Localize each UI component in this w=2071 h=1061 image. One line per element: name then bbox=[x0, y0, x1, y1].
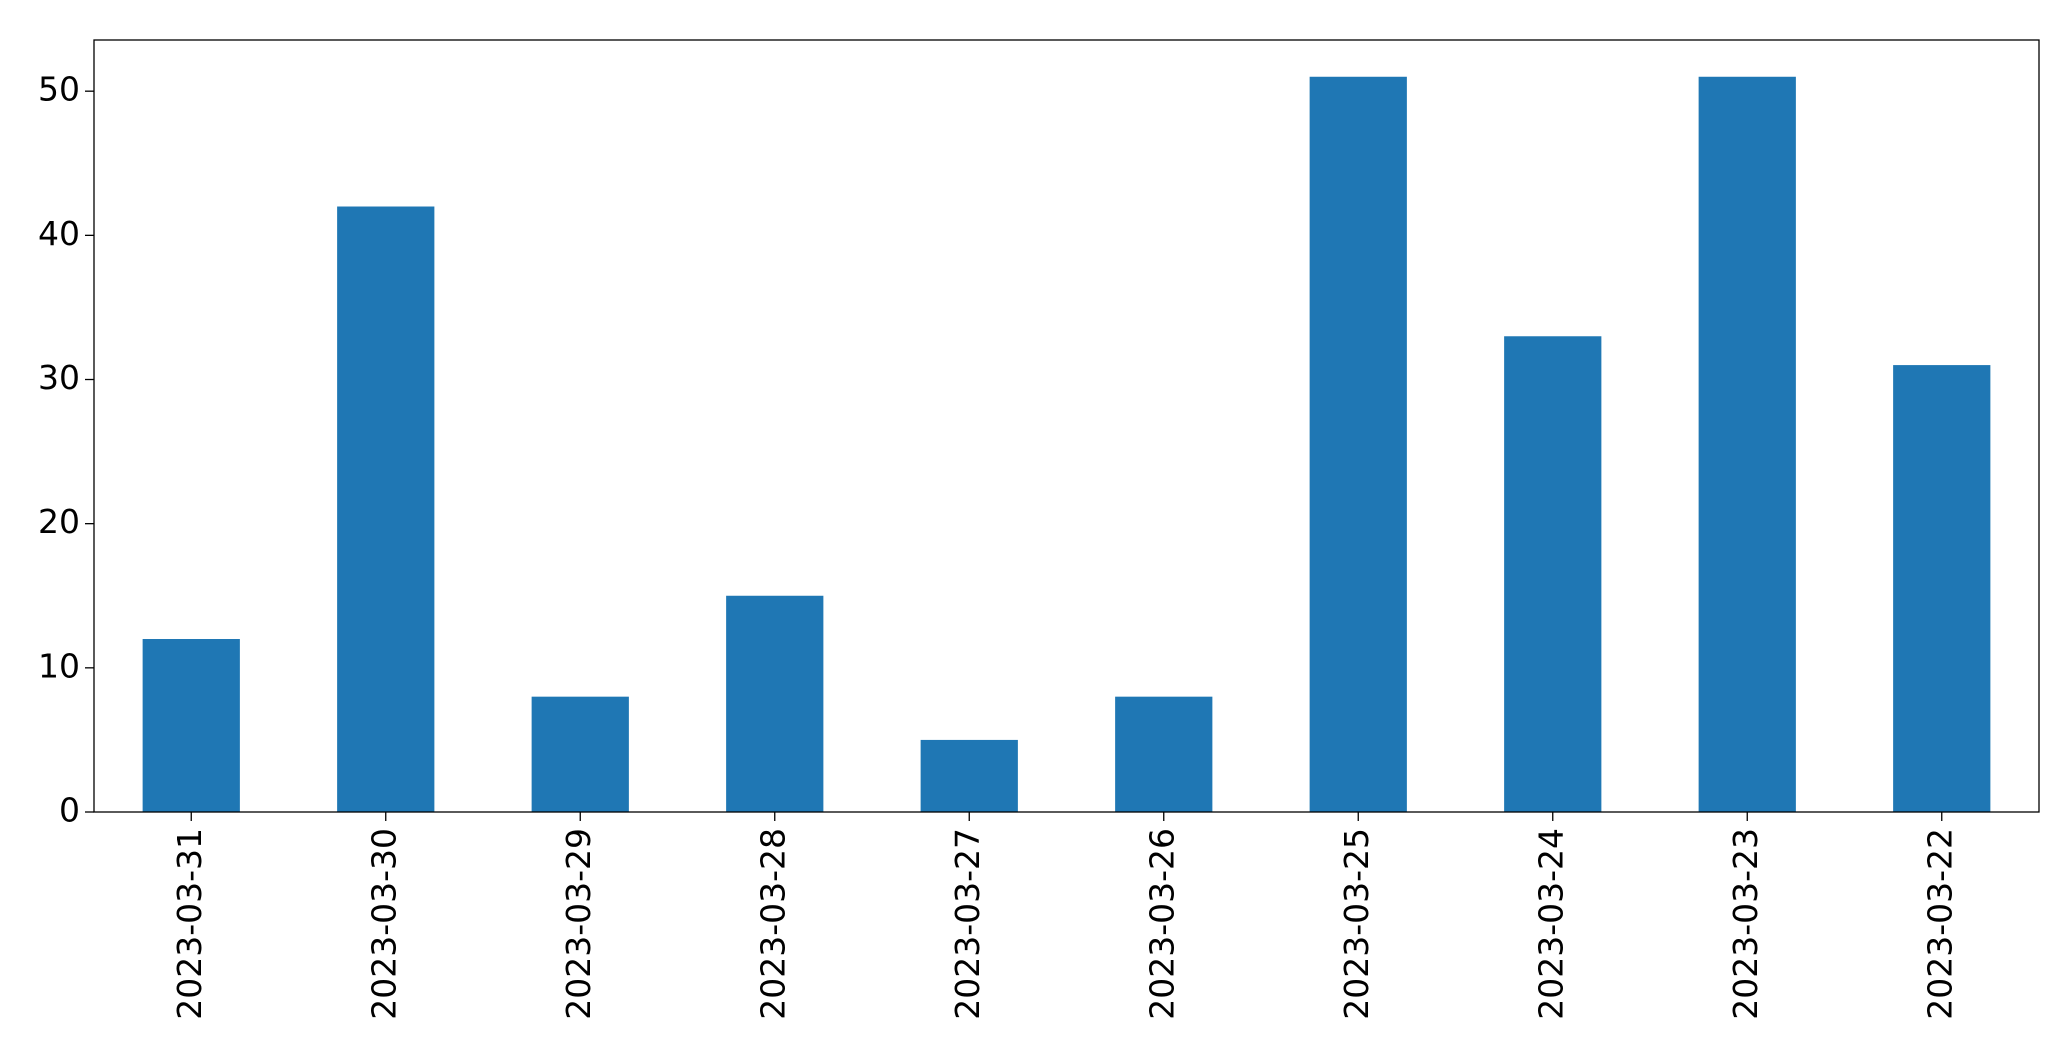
y-tick-label: 20 bbox=[38, 502, 80, 541]
y-tick-label: 30 bbox=[38, 358, 80, 397]
x-tick-label: 2023-03-22 bbox=[1920, 828, 1959, 1020]
bar bbox=[1504, 336, 1602, 812]
bar bbox=[920, 739, 1018, 812]
bar bbox=[337, 206, 435, 812]
bar bbox=[1115, 696, 1213, 812]
x-tick-label: 2023-03-31 bbox=[170, 828, 209, 1020]
x-tick-label: 2023-03-23 bbox=[1726, 828, 1765, 1020]
x-tick-label: 2023-03-28 bbox=[753, 828, 792, 1020]
y-tick-label: 0 bbox=[59, 791, 80, 830]
x-tick-label: 2023-03-30 bbox=[364, 828, 403, 1020]
x-tick-label: 2023-03-24 bbox=[1531, 828, 1570, 1020]
bar bbox=[142, 639, 240, 812]
bar bbox=[1309, 76, 1407, 812]
x-tick-label: 2023-03-27 bbox=[948, 828, 987, 1020]
x-tick-label: 2023-03-26 bbox=[1142, 828, 1181, 1020]
bar bbox=[1893, 365, 1991, 812]
bar bbox=[726, 595, 824, 812]
y-tick-label: 40 bbox=[38, 214, 80, 253]
bar bbox=[531, 696, 629, 812]
x-tick-label: 2023-03-29 bbox=[559, 828, 598, 1020]
plot-frame bbox=[93, 39, 2040, 813]
x-tick-label: 2023-03-25 bbox=[1337, 828, 1376, 1020]
y-tick-label: 10 bbox=[38, 646, 80, 685]
y-tick-label: 50 bbox=[38, 70, 80, 109]
bar bbox=[1698, 76, 1796, 812]
